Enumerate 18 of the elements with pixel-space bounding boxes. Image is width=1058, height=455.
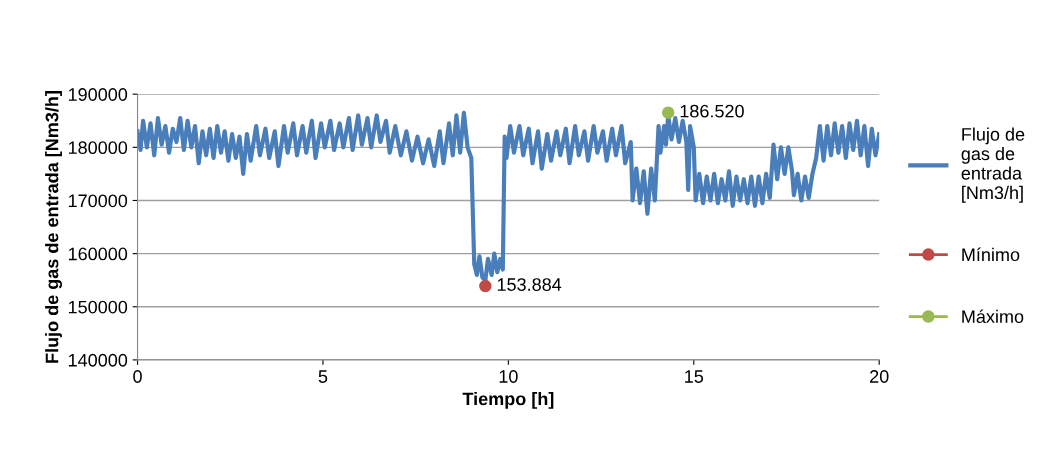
x-tick-label: 5 bbox=[318, 370, 328, 383]
x-tick-label: 20 bbox=[870, 370, 889, 383]
y-tick-label: 150000 bbox=[68, 300, 128, 314]
x-axis-title: Tiempo [h] bbox=[462, 392, 554, 409]
y-tick-label: 190000 bbox=[68, 88, 128, 101]
y-tick-label: 170000 bbox=[68, 194, 128, 208]
data-label: 186.520 bbox=[680, 104, 744, 118]
data-label: 153.884 bbox=[497, 278, 562, 291]
y-axis-title: Flujo de gas de entrada [Nm3/h] bbox=[45, 91, 63, 363]
x-tick-label: 0 bbox=[133, 370, 142, 383]
y-tick-label: 140000 bbox=[68, 353, 128, 367]
x-tick-label: 10 bbox=[499, 370, 518, 383]
legend-label: Mínimo bbox=[962, 247, 1020, 262]
x-tick-label: 15 bbox=[685, 370, 704, 383]
legend-label: Flujo de gas de entrada [Nm3/h] bbox=[961, 127, 1025, 203]
legend-label: Máximo bbox=[962, 309, 1024, 324]
y-tick-label: 180000 bbox=[68, 141, 128, 155]
y-tick-label: 160000 bbox=[68, 247, 128, 261]
